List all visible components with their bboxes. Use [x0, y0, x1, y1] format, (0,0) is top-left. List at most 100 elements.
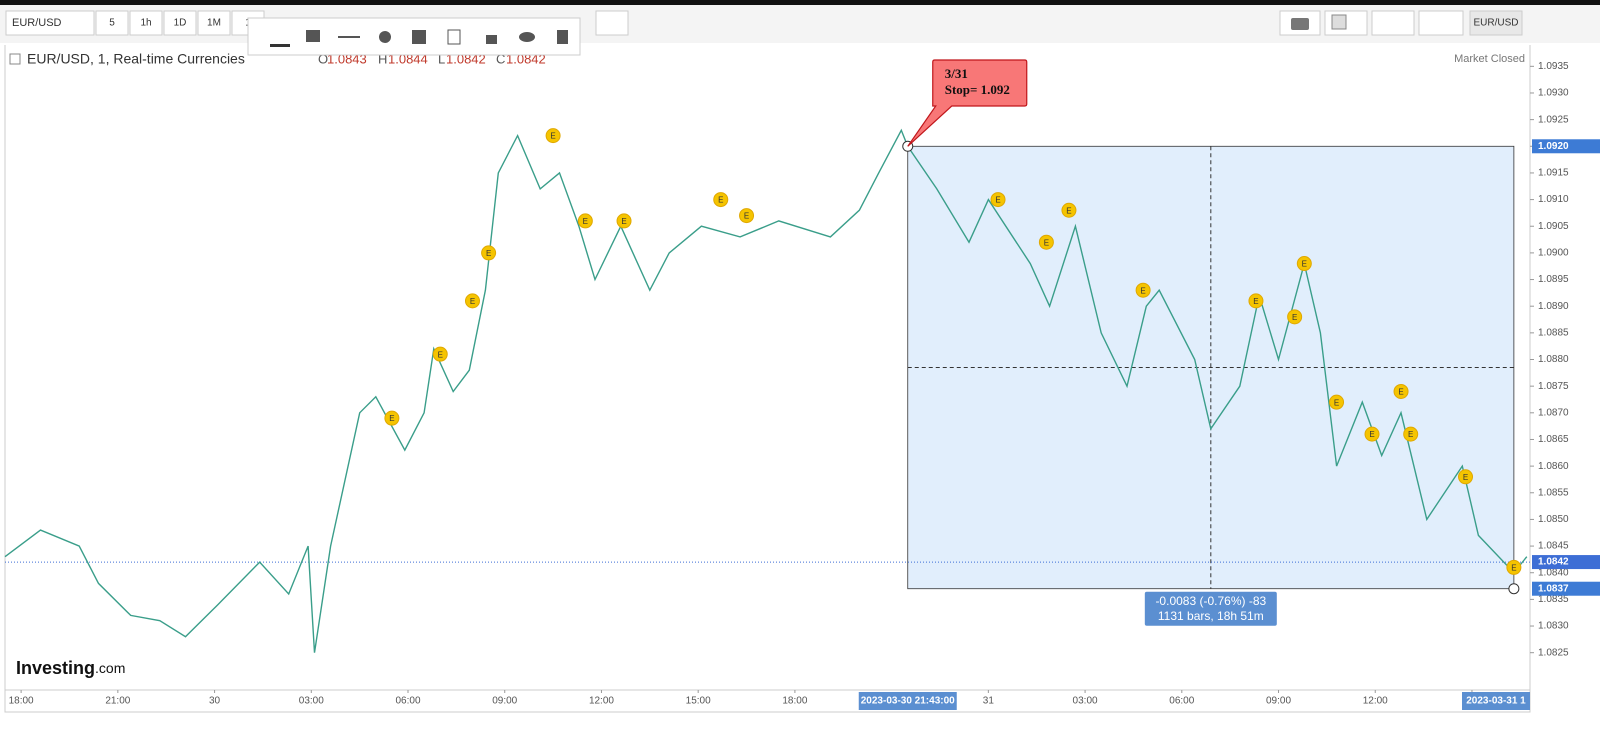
- callout-line2: Stop= 1.092: [945, 82, 1010, 97]
- y-tick-label: 1.0860: [1538, 461, 1569, 472]
- event-label: E: [1463, 473, 1468, 482]
- event-label: E: [1369, 430, 1374, 439]
- logo-main: Investing: [16, 658, 95, 678]
- trash-icon[interactable]: [557, 30, 568, 44]
- y-tick-label: 1.0905: [1538, 221, 1569, 232]
- symbol-right-text: EUR/USD: [1473, 18, 1518, 29]
- time-marker-label: 2023-03-31 1: [1466, 696, 1526, 707]
- y-tick-label: 1.0895: [1538, 274, 1569, 285]
- y-tick-label: 1.0935: [1538, 61, 1569, 72]
- measure-label-2: 1131 bars, 18h 51m: [1158, 609, 1264, 623]
- y-tick-label: 1.0925: [1538, 114, 1569, 125]
- event-label: E: [1066, 206, 1071, 215]
- event-marker: [1393, 383, 1409, 399]
- y-tick-label: 1.0840: [1538, 567, 1569, 578]
- y-tick-label: 1.0845: [1538, 541, 1569, 552]
- market-status: Market Closed: [1454, 53, 1525, 65]
- event-marker: [1506, 559, 1522, 575]
- eye-icon[interactable]: [519, 32, 535, 42]
- y-tick-label: 1.0880: [1538, 354, 1569, 365]
- y-tick-label: 1.0890: [1538, 301, 1569, 312]
- current-price-tag: [1532, 555, 1600, 570]
- y-tick-label: 1.0850: [1538, 514, 1569, 525]
- settings-icon[interactable]: [379, 31, 391, 43]
- fill-icon[interactable]: [306, 30, 320, 42]
- event-label: E: [583, 217, 588, 226]
- interval-button[interactable]: [197, 10, 231, 36]
- x-tick-label: 15:00: [686, 696, 711, 707]
- pen-icon[interactable]: [270, 44, 290, 47]
- callout-line1: 3/31: [945, 66, 968, 81]
- event-marker: [1135, 282, 1151, 298]
- event-label: E: [550, 132, 555, 141]
- layer-icon[interactable]: [412, 30, 426, 44]
- y-tick-label: 1.0930: [1538, 88, 1569, 99]
- event-label: E: [744, 212, 749, 221]
- lock-icon[interactable]: [486, 35, 497, 44]
- line-icon[interactable]: [338, 36, 360, 38]
- event-marker: [464, 293, 480, 309]
- event-marker: [577, 213, 593, 229]
- event-marker: [990, 192, 1006, 208]
- ohlc-h-label: H: [378, 51, 387, 66]
- event-label: E: [1292, 313, 1297, 322]
- collapse-icon[interactable]: [9, 53, 21, 65]
- time-axis: [4, 689, 1531, 713]
- interval-button[interactable]: [129, 10, 163, 36]
- time-marker-label: 2023-03-30 21:43:00: [861, 696, 955, 707]
- event-label: E: [438, 350, 443, 359]
- price-marker-label: 1.0920: [1538, 141, 1569, 152]
- y-tick-label: 1.0910: [1538, 194, 1569, 205]
- layout-icon: [1331, 14, 1347, 30]
- event-label: E: [995, 196, 1000, 205]
- measure-label-box: [1144, 591, 1277, 626]
- interval-label: 1M: [207, 18, 221, 29]
- event-marker: [1287, 309, 1303, 325]
- symbol-right[interactable]: [1469, 10, 1523, 36]
- event-marker: [1061, 202, 1077, 218]
- event-marker: [1038, 234, 1054, 250]
- x-tick-label: 06:00: [1169, 696, 1194, 707]
- x-tick-label: 09:00: [492, 696, 517, 707]
- copy-icon[interactable]: [447, 29, 461, 45]
- x-tick-label: 12:00: [589, 696, 614, 707]
- interval-button[interactable]: [163, 10, 197, 36]
- event-marker: [1458, 469, 1474, 485]
- price-marker: [1532, 139, 1600, 154]
- y-tick-label: 1.0865: [1538, 434, 1569, 445]
- y-tick-label: 1.0825: [1538, 647, 1569, 658]
- legend-title: EUR/USD, 1, Real-time Currencies: [27, 51, 245, 67]
- x-tick-label: 03:00: [1073, 696, 1098, 707]
- x-tick-label: 30: [209, 696, 221, 707]
- measure-label-1: -0.0083 (-0.76%) -83: [1155, 594, 1266, 608]
- interval-label: 5: [109, 18, 115, 29]
- y-tick-label: 1.0830: [1538, 621, 1569, 632]
- camera-icon: [1291, 18, 1309, 30]
- event-marker: [739, 208, 755, 224]
- event-label: E: [1140, 286, 1145, 295]
- event-label: E: [1408, 430, 1413, 439]
- y-tick-label: 1.0885: [1538, 327, 1569, 338]
- event-label: E: [1044, 238, 1049, 247]
- event-label: E: [621, 217, 626, 226]
- alert-button[interactable]: [595, 10, 629, 36]
- price-marker-label: 1.0837: [1538, 583, 1569, 594]
- time-marker: [858, 692, 957, 710]
- load-button[interactable]: [1371, 10, 1415, 36]
- symbol-box[interactable]: [5, 10, 95, 36]
- event-label: E: [718, 196, 723, 205]
- event-marker: [432, 346, 448, 362]
- interval-button[interactable]: [95, 10, 129, 36]
- event-marker: [481, 245, 497, 261]
- event-label: E: [1302, 260, 1307, 269]
- handle: [1508, 583, 1520, 595]
- save-button[interactable]: [1418, 10, 1464, 36]
- ohlc-l-label: L: [438, 51, 445, 66]
- x-tick-label: 06:00: [395, 696, 420, 707]
- y-tick-label: 1.0835: [1538, 594, 1569, 605]
- price-marker: [1532, 581, 1600, 596]
- event-marker: [1329, 394, 1345, 410]
- y-tick-label: 1.0855: [1538, 487, 1569, 498]
- event-label: E: [486, 249, 491, 258]
